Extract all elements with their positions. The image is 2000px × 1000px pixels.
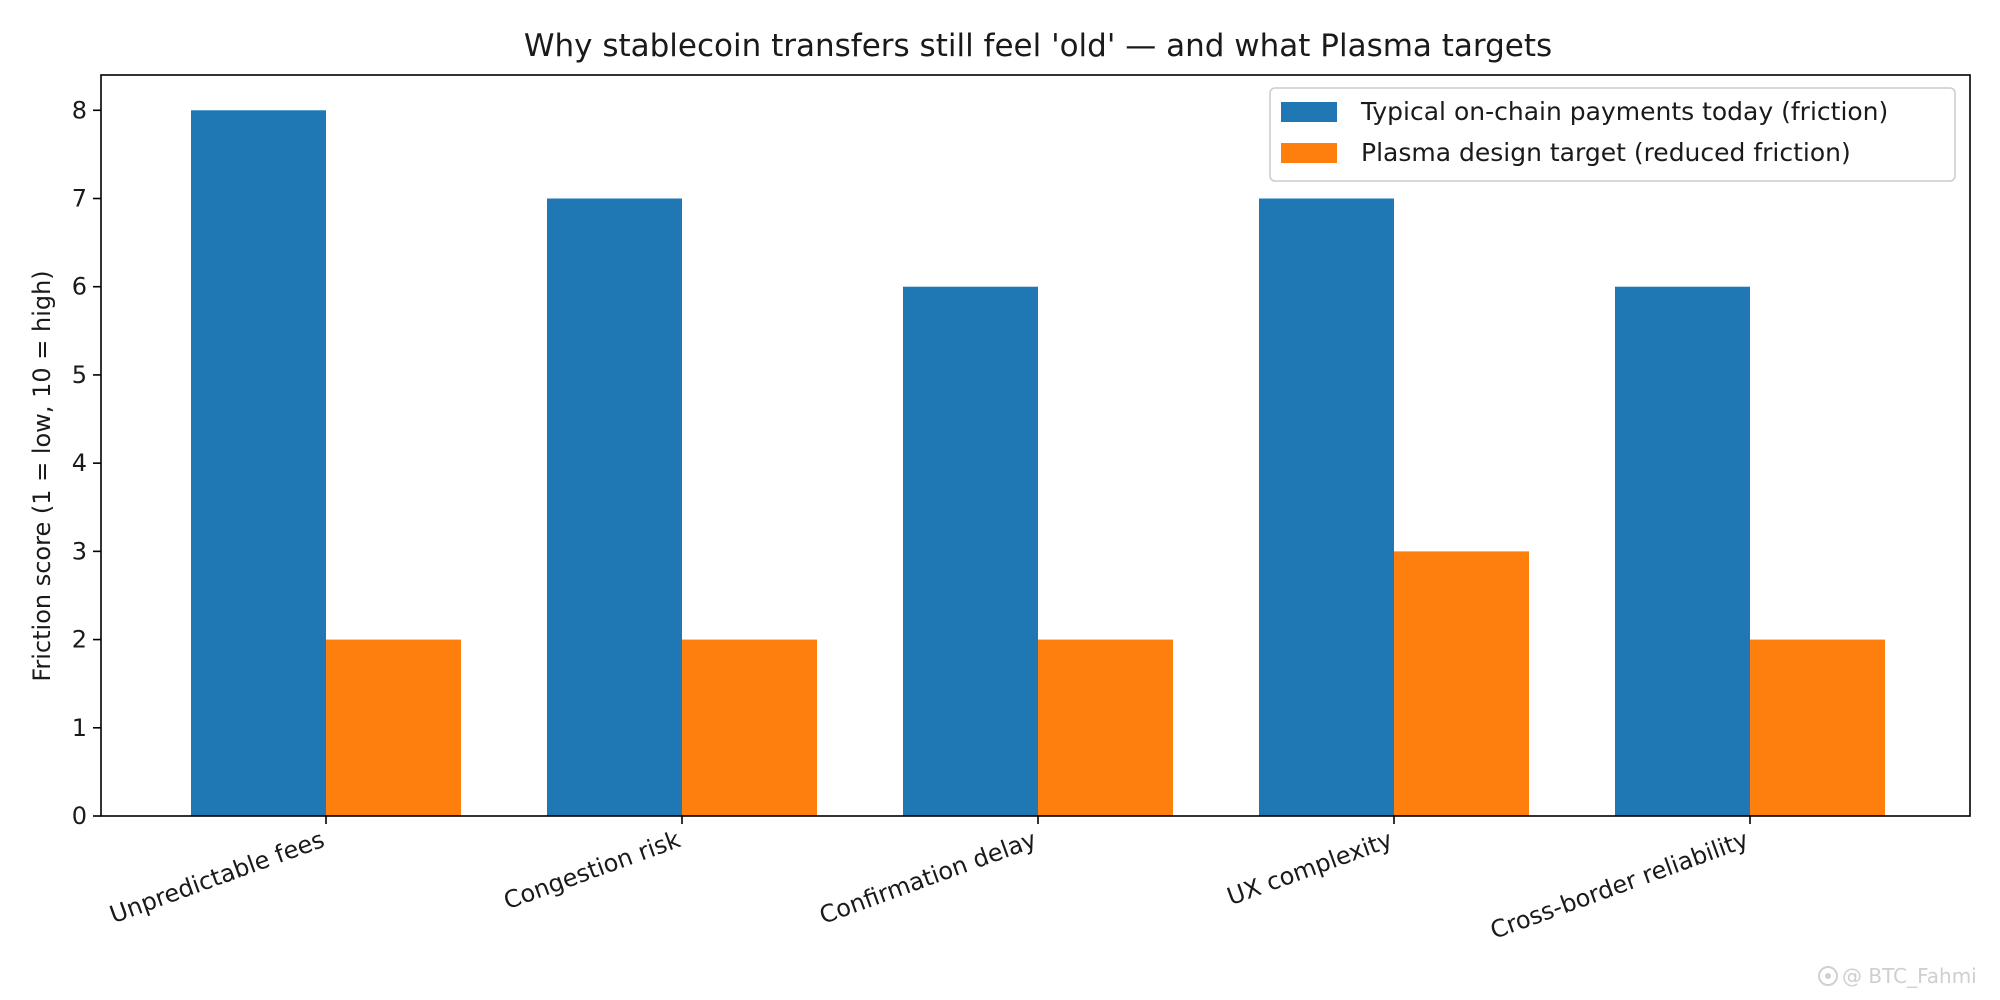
legend-swatch: [1281, 143, 1337, 163]
y-tick-label: 7: [72, 185, 87, 213]
bar-plasma-3: [1394, 551, 1529, 816]
legend-box: [1269, 87, 1956, 182]
y-axis-label: Friction score (1 = low, 10 = high): [28, 270, 56, 681]
plot-frame: [100, 74, 1971, 817]
y-tick-label: 5: [72, 361, 87, 389]
bar-typical-1: [547, 198, 682, 816]
x-tick-label: Unpredictable fees: [106, 825, 328, 929]
x-tick-label: Cross-border reliability: [1487, 825, 1752, 944]
watermark: @ BTC_Fahmi: [1818, 964, 1977, 988]
bar-plasma-4: [1750, 639, 1885, 816]
bar-typical-3: [1259, 198, 1394, 816]
bar-plasma-2: [1038, 639, 1173, 816]
legend-swatch: [1281, 102, 1337, 122]
chart-title: Why stablecoin transfers still feel 'old…: [524, 28, 1552, 64]
legend-label: Plasma design target (reduced friction): [1361, 138, 1851, 167]
y-tick-label: 2: [72, 626, 87, 654]
y-tick-label: 0: [72, 802, 87, 830]
legend: Typical on-chain payments today (frictio…: [1269, 87, 1956, 182]
x-tick-label: Congestion risk: [500, 825, 684, 915]
bar-plasma-1: [682, 639, 817, 816]
gear-like-logo-icon: [1818, 966, 1838, 986]
y-tick-label: 8: [72, 96, 87, 124]
y-tick-label: 4: [72, 449, 87, 477]
bar-plasma-0: [326, 639, 461, 816]
y-tick-label: 3: [72, 537, 87, 565]
watermark-text: @ BTC_Fahmi: [1842, 964, 1977, 988]
x-tick-label: UX complexity: [1223, 825, 1396, 911]
bar-typical-2: [903, 286, 1038, 816]
y-tick-label: 6: [72, 273, 87, 301]
y-tick-label: 1: [72, 714, 87, 742]
bar-typical-0: [191, 110, 326, 817]
bars-group: [191, 110, 1885, 817]
legend-label: Typical on-chain payments today (frictio…: [1360, 97, 1888, 126]
bar-typical-4: [1615, 286, 1750, 816]
x-tick-label: Confirmation delay: [816, 825, 1040, 929]
